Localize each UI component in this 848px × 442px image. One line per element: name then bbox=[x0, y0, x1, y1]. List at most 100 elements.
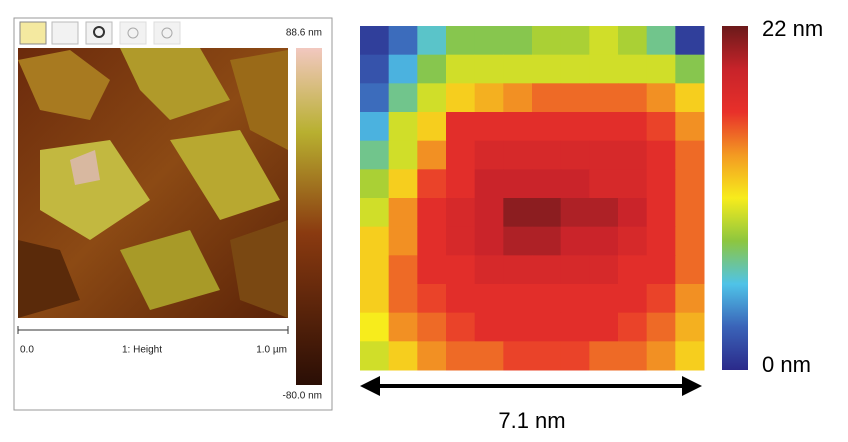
heat-cell bbox=[618, 255, 647, 284]
heat-cell bbox=[532, 313, 561, 342]
heat-cell bbox=[446, 255, 475, 284]
colorbar bbox=[722, 26, 748, 370]
heat-cell bbox=[503, 198, 532, 227]
heat-cell bbox=[503, 83, 532, 112]
heat-cell bbox=[561, 313, 590, 342]
heat-cell bbox=[360, 284, 389, 313]
heat-cell bbox=[503, 26, 532, 55]
heat-cell bbox=[532, 255, 561, 284]
heat-cell bbox=[618, 55, 647, 84]
heat-cell bbox=[618, 112, 647, 141]
heat-cell bbox=[389, 141, 418, 170]
heat-cell bbox=[618, 169, 647, 198]
heat-cell bbox=[561, 83, 590, 112]
heat-cell bbox=[618, 198, 647, 227]
heat-cell bbox=[503, 284, 532, 313]
tool-button[interactable] bbox=[86, 22, 112, 44]
heat-cell bbox=[389, 26, 418, 55]
heat-cell bbox=[532, 141, 561, 170]
heat-cell bbox=[589, 55, 618, 84]
heat-cell bbox=[618, 284, 647, 313]
tool-button[interactable] bbox=[154, 22, 180, 44]
heat-cell bbox=[618, 26, 647, 55]
afm-image bbox=[18, 48, 288, 318]
heat-cell bbox=[417, 255, 446, 284]
heat-cell bbox=[446, 284, 475, 313]
heat-cell bbox=[532, 169, 561, 198]
heat-cell bbox=[475, 26, 504, 55]
heat-cell bbox=[561, 255, 590, 284]
heat-cell bbox=[675, 341, 704, 370]
heat-cell bbox=[446, 341, 475, 370]
heat-cell bbox=[561, 112, 590, 141]
heat-cell bbox=[417, 169, 446, 198]
heat-cell bbox=[618, 83, 647, 112]
heat-cell bbox=[417, 83, 446, 112]
heat-cell bbox=[446, 198, 475, 227]
heat-cell bbox=[618, 227, 647, 256]
heat-cell bbox=[503, 141, 532, 170]
heat-cell bbox=[360, 83, 389, 112]
heat-cell bbox=[647, 169, 676, 198]
heat-cell bbox=[675, 284, 704, 313]
tool-button[interactable] bbox=[52, 22, 78, 44]
heat-cell bbox=[503, 112, 532, 141]
heat-cell bbox=[389, 112, 418, 141]
heat-cell bbox=[417, 26, 446, 55]
afm-scale-end-label: 1.0 µm bbox=[256, 345, 287, 356]
heat-cell bbox=[561, 141, 590, 170]
heat-cell bbox=[389, 313, 418, 342]
heat-cell bbox=[475, 83, 504, 112]
heat-cell bbox=[417, 341, 446, 370]
heat-cell bbox=[561, 284, 590, 313]
heat-cell bbox=[389, 255, 418, 284]
heat-cell bbox=[532, 26, 561, 55]
heat-cell bbox=[475, 313, 504, 342]
heat-cell bbox=[475, 55, 504, 84]
heat-cell bbox=[561, 341, 590, 370]
heat-cell bbox=[647, 198, 676, 227]
heat-cell bbox=[446, 141, 475, 170]
heat-cell bbox=[417, 198, 446, 227]
heat-cell bbox=[389, 83, 418, 112]
tool-button[interactable] bbox=[20, 22, 46, 44]
heat-cell bbox=[532, 341, 561, 370]
heat-cell bbox=[675, 255, 704, 284]
heat-cell bbox=[675, 55, 704, 84]
heat-cell bbox=[589, 341, 618, 370]
heat-cell bbox=[532, 227, 561, 256]
heat-cell bbox=[475, 284, 504, 313]
heat-cell bbox=[475, 198, 504, 227]
heat-cell bbox=[589, 255, 618, 284]
heat-cell bbox=[561, 198, 590, 227]
heat-cell bbox=[589, 112, 618, 141]
heat-cell bbox=[389, 341, 418, 370]
heat-cell bbox=[360, 55, 389, 84]
afm-channel: 1: Height bbox=[122, 345, 162, 356]
heat-cell bbox=[561, 169, 590, 198]
heat-cell bbox=[475, 141, 504, 170]
heat-cell bbox=[675, 198, 704, 227]
heat-cell bbox=[675, 83, 704, 112]
heat-cell bbox=[475, 169, 504, 198]
heat-cell bbox=[532, 112, 561, 141]
heat-cell bbox=[446, 313, 475, 342]
heat-cell bbox=[446, 83, 475, 112]
tool-button[interactable] bbox=[120, 22, 146, 44]
heat-cell bbox=[360, 141, 389, 170]
heat-cell bbox=[618, 341, 647, 370]
heat-cell bbox=[675, 313, 704, 342]
arrow-head bbox=[682, 376, 702, 396]
heat-cell bbox=[417, 284, 446, 313]
heat-cell bbox=[647, 227, 676, 256]
heat-cell bbox=[475, 255, 504, 284]
heat-cell bbox=[446, 227, 475, 256]
heat-cell bbox=[647, 255, 676, 284]
colorbar-tick-label: 22 nm bbox=[762, 16, 823, 41]
heat-cell bbox=[417, 141, 446, 170]
heat-cell bbox=[589, 313, 618, 342]
heat-cell bbox=[532, 83, 561, 112]
heat-cell bbox=[503, 255, 532, 284]
heat-cell bbox=[389, 169, 418, 198]
heat-cell bbox=[675, 227, 704, 256]
